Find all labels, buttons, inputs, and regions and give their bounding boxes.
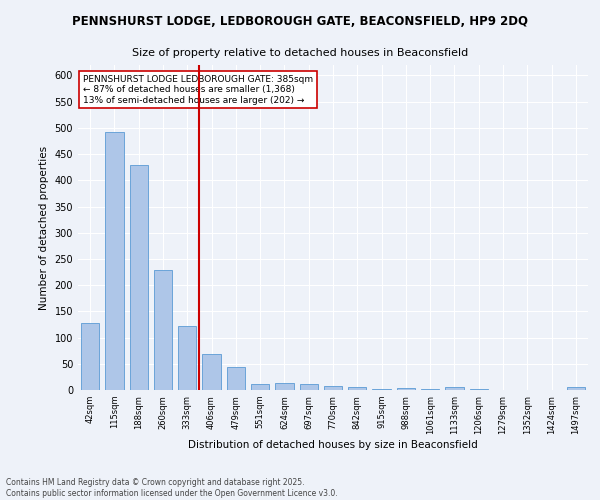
Text: PENNSHURST LODGE LEDBOROUGH GATE: 385sqm
← 87% of detached houses are smaller (1: PENNSHURST LODGE LEDBOROUGH GATE: 385sqm… [83,74,313,104]
Bar [202,354,221,390]
Text: Contains HM Land Registry data © Crown copyright and database right 2025.
Contai: Contains HM Land Registry data © Crown c… [6,478,338,498]
Bar [275,382,293,390]
Bar [299,384,318,390]
Bar [397,388,415,390]
Bar [324,386,342,390]
Bar [106,132,124,390]
Bar [81,324,99,390]
Bar [445,387,464,390]
Bar [130,164,148,390]
Bar [178,326,196,390]
Bar [251,384,269,390]
Y-axis label: Number of detached properties: Number of detached properties [39,146,49,310]
Text: Size of property relative to detached houses in Beaconsfield: Size of property relative to detached ho… [132,48,468,58]
Bar [227,368,245,390]
Bar [348,387,367,390]
Text: PENNSHURST LODGE, LEDBOROUGH GATE, BEACONSFIELD, HP9 2DQ: PENNSHURST LODGE, LEDBOROUGH GATE, BEACO… [72,15,528,28]
X-axis label: Distribution of detached houses by size in Beaconsfield: Distribution of detached houses by size … [188,440,478,450]
Bar [567,388,585,390]
Bar [154,270,172,390]
